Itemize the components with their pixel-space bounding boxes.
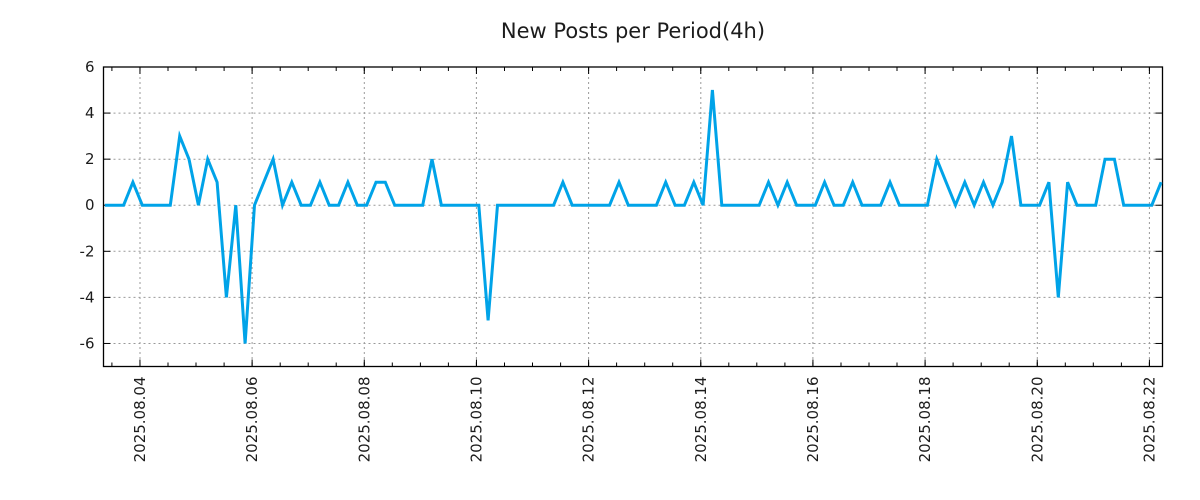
y-tick-label: -4 [80,288,95,306]
y-tick-label: 2 [85,150,95,168]
x-tick-label: 2025.08.20 [1028,377,1046,463]
data-line [104,89,1163,344]
y-tick-label: 4 [85,104,95,122]
y-tick-label: -6 [80,335,95,353]
x-tick-label: 2025.08.10 [467,377,485,463]
y-tick-label: 0 [85,196,95,214]
y-tick-label: -2 [80,242,95,260]
x-tick-label: 2025.08.14 [692,377,710,463]
chart-title: New Posts per Period(4h) [501,19,765,43]
x-tick-label: 2025.08.12 [580,377,598,463]
x-tick-label: 2025.08.04 [131,377,149,463]
x-tick-label: 2025.08.08 [355,377,373,463]
x-tick-label: 2025.08.18 [916,377,934,463]
x-tick-label: 2025.08.06 [243,377,261,463]
y-tick-label: 6 [85,58,95,76]
x-tick-label: 2025.08.16 [804,377,822,463]
plot-border [102,66,1164,368]
x-tick-label: 2025.08.22 [1140,377,1158,463]
